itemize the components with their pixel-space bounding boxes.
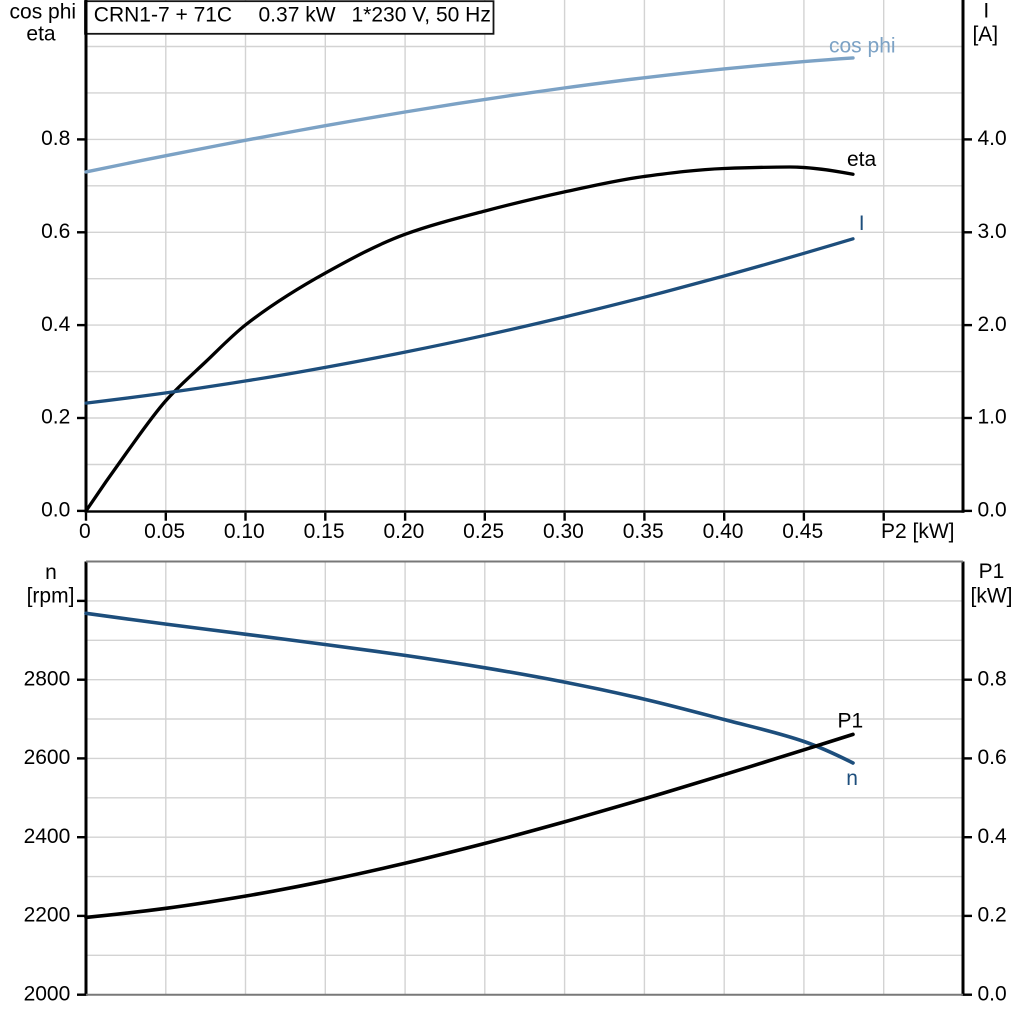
svg-text:0.35: 0.35	[623, 520, 664, 543]
svg-text:0.2: 0.2	[41, 406, 70, 429]
svg-text:0.0: 0.0	[978, 982, 1007, 1005]
svg-text:P2 [kW]: P2 [kW]	[881, 520, 955, 543]
svg-text:0.6: 0.6	[41, 220, 70, 243]
svg-text:2400: 2400	[24, 825, 71, 848]
svg-text:n: n	[45, 561, 57, 584]
svg-text:P1: P1	[979, 560, 1005, 583]
svg-text:0.4: 0.4	[41, 313, 71, 336]
svg-text:0.20: 0.20	[383, 520, 424, 543]
svg-text:[kW]: [kW]	[971, 585, 1013, 608]
svg-text:2800: 2800	[24, 667, 71, 690]
svg-text:[A]: [A]	[972, 23, 998, 46]
svg-text:0.0: 0.0	[41, 499, 70, 522]
svg-text:2600: 2600	[24, 746, 71, 769]
svg-text:0.6: 0.6	[978, 746, 1007, 769]
svg-text:I: I	[859, 212, 865, 235]
svg-text:0.8: 0.8	[41, 127, 70, 150]
svg-text:eta: eta	[847, 148, 877, 171]
svg-text:I: I	[983, 0, 989, 23]
svg-text:0.10: 0.10	[224, 520, 265, 543]
svg-text:0.30: 0.30	[543, 520, 584, 543]
svg-text:2000: 2000	[24, 982, 71, 1005]
svg-text:0.4: 0.4	[978, 825, 1008, 848]
svg-text:0.2: 0.2	[978, 904, 1007, 927]
svg-text:n: n	[846, 767, 858, 790]
svg-text:cos phi: cos phi	[10, 1, 77, 24]
svg-text:2.0: 2.0	[978, 313, 1007, 336]
svg-text:0.15: 0.15	[304, 520, 345, 543]
svg-text:CRN1-7 + 71C: CRN1-7 + 71C	[94, 4, 232, 27]
svg-text:0.45: 0.45	[782, 520, 823, 543]
svg-text:2200: 2200	[24, 904, 71, 927]
svg-text:0.25: 0.25	[463, 520, 504, 543]
svg-text:cos phi: cos phi	[829, 34, 896, 57]
svg-text:4.0: 4.0	[978, 127, 1007, 150]
svg-text:0: 0	[79, 520, 91, 543]
svg-text:0.05: 0.05	[144, 520, 185, 543]
svg-text:0.40: 0.40	[703, 520, 744, 543]
svg-text:0.37 kW: 0.37 kW	[259, 4, 336, 27]
svg-text:0.0: 0.0	[978, 499, 1007, 522]
svg-text:3.0: 3.0	[978, 220, 1007, 243]
svg-text:P1: P1	[838, 710, 864, 733]
svg-text:1*230 V, 50 Hz: 1*230 V, 50 Hz	[352, 4, 491, 27]
svg-text:[rpm]: [rpm]	[27, 585, 75, 608]
svg-text:eta: eta	[26, 23, 56, 46]
svg-text:0.8: 0.8	[978, 667, 1007, 690]
svg-text:1.0: 1.0	[978, 406, 1007, 429]
